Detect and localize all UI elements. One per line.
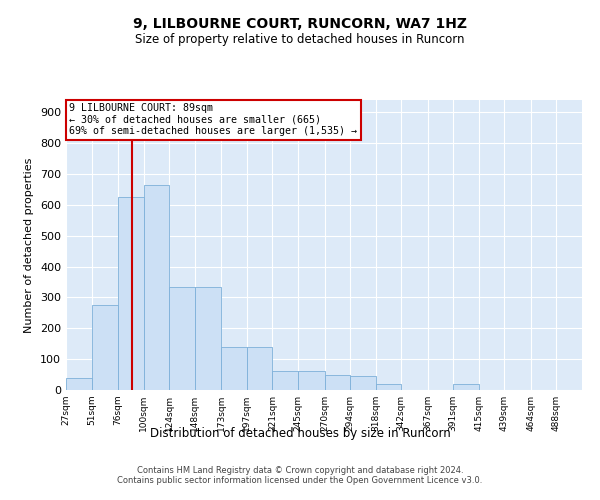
Bar xyxy=(247,347,272,390)
Text: 9, LILBOURNE COURT, RUNCORN, WA7 1HZ: 9, LILBOURNE COURT, RUNCORN, WA7 1HZ xyxy=(133,18,467,32)
Bar xyxy=(118,197,143,390)
Bar xyxy=(221,347,247,390)
Bar xyxy=(453,384,479,390)
Text: Contains HM Land Registry data © Crown copyright and database right 2024.
Contai: Contains HM Land Registry data © Crown c… xyxy=(118,466,482,485)
Bar xyxy=(325,374,350,390)
Bar xyxy=(298,372,325,390)
Bar xyxy=(272,372,298,390)
Bar xyxy=(169,286,195,390)
Bar xyxy=(66,378,92,390)
Bar xyxy=(195,286,221,390)
Text: Size of property relative to detached houses in Runcorn: Size of property relative to detached ho… xyxy=(135,32,465,46)
Bar xyxy=(143,185,169,390)
Bar xyxy=(376,384,401,390)
Bar xyxy=(350,376,376,390)
Y-axis label: Number of detached properties: Number of detached properties xyxy=(25,158,34,332)
Bar xyxy=(92,305,118,390)
Text: 9 LILBOURNE COURT: 89sqm
← 30% of detached houses are smaller (665)
69% of semi-: 9 LILBOURNE COURT: 89sqm ← 30% of detach… xyxy=(69,103,357,136)
Text: Distribution of detached houses by size in Runcorn: Distribution of detached houses by size … xyxy=(149,428,451,440)
